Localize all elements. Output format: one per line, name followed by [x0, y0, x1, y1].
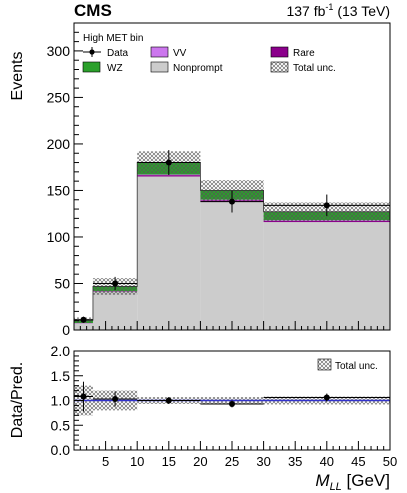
- ratio-x-ticks: 5 10 15 20 25 30 35 40 45 50: [79, 441, 397, 469]
- ratio-legend: Total unc.: [317, 358, 378, 372]
- y-tick-label: 50: [54, 275, 70, 291]
- ratio-y-tick-label: 2.0: [51, 343, 71, 359]
- ratio-point: [165, 397, 172, 404]
- ratio-point: [112, 396, 119, 403]
- bar-nonprompt: [74, 323, 93, 330]
- ratio-point: [80, 393, 87, 400]
- legend-item-data: Data: [83, 47, 129, 59]
- legend-label-nonprompt: Nonprompt: [173, 63, 223, 74]
- experiment-label: CMS: [74, 1, 112, 20]
- x-tick-label: 20: [193, 454, 207, 469]
- ratio-panel: 0.0 0.5 1.0 1.5 2.0 5 10 15 20 25 30 35 40 45 50 Data…: [9, 343, 397, 493]
- bar-nonprompt: [92, 291, 138, 330]
- lumi-label: 137 fb-1 (13 TeV): [286, 2, 390, 19]
- legend-item-nonprompt: Nonprompt: [150, 61, 223, 74]
- legend-item-wz: WZ: [82, 61, 123, 74]
- x-axis-title: MLL [GeV]: [315, 471, 390, 493]
- x-tick-label: 50: [383, 454, 397, 469]
- data-point: [80, 316, 87, 323]
- ratio-point: [229, 400, 235, 407]
- ratio-points: [74, 381, 390, 412]
- bar-rare: [263, 220, 390, 223]
- x-tick-label: 25: [225, 454, 239, 469]
- main-y-axis-title: Events: [9, 52, 26, 101]
- x-axis-title-subscript: LL: [330, 481, 342, 493]
- ratio-y-tick-label: 1.5: [51, 368, 71, 384]
- bar-nonprompt: [263, 222, 390, 330]
- y-tick-label: 100: [47, 229, 71, 245]
- legend-label-vv: VV: [173, 48, 187, 59]
- lumi-energy: (13 TeV): [337, 3, 390, 19]
- ratio-y-tick-label: 1.0: [51, 393, 71, 409]
- main-panel: 0 50 100 150 200 250 300 Events High MET bin D…: [9, 22, 391, 338]
- bar-nonprompt: [137, 176, 201, 330]
- data-points: [74, 150, 390, 323]
- y-tick-label: 200: [47, 136, 71, 152]
- bar-rare: [137, 175, 201, 177]
- main-y-ticks: 0 50 100 150 200 250 300: [47, 31, 83, 338]
- data-point: [165, 159, 172, 166]
- data-point: [112, 280, 119, 287]
- legend-item-rare: Rare: [270, 46, 315, 59]
- region-label: High MET bin: [83, 33, 143, 44]
- legend-label-rare: Rare: [293, 48, 315, 59]
- legend: High MET bin Data VV Rare WZ Nonpr: [82, 33, 336, 74]
- x-tick-label: 30: [256, 454, 270, 469]
- ratio-y-axis-title: Data/Pred.: [9, 362, 26, 438]
- x-tick-label: 40: [320, 454, 334, 469]
- legend-item-vv: VV: [150, 46, 187, 59]
- x-tick-label: 35: [288, 454, 302, 469]
- ratio-point: [323, 394, 330, 401]
- main-x-ticks: [79, 321, 385, 330]
- data-point: [229, 198, 235, 205]
- lumi-value: 137 fb: [286, 3, 325, 19]
- legend-label-wz: WZ: [107, 63, 123, 74]
- legend-label-total-unc: Total unc.: [293, 63, 336, 74]
- x-tick-label: 15: [162, 454, 176, 469]
- ratio-y-ticks: 0.0 0.5 1.0 1.5 2.0: [51, 343, 83, 458]
- legend-label-data: Data: [107, 48, 129, 59]
- x-tick-label: 10: [130, 454, 144, 469]
- y-tick-label: 250: [47, 89, 71, 105]
- x-axis-title-symbol: M: [315, 471, 330, 490]
- lumi-exponent: -1: [325, 2, 333, 12]
- bar-nonprompt: [200, 201, 264, 330]
- ratio-y-tick-label: 0.5: [51, 417, 71, 433]
- x-tick-label: 5: [102, 454, 109, 469]
- y-tick-label: 300: [47, 43, 71, 59]
- ratio-y-tick-label: 0.0: [51, 442, 71, 458]
- y-tick-label: 150: [47, 182, 71, 198]
- ratio-legend-label: Total unc.: [335, 361, 378, 372]
- data-point: [323, 202, 330, 209]
- x-tick-label: 45: [351, 454, 365, 469]
- y-tick-label: 0: [62, 322, 70, 338]
- legend-item-total-unc: Total unc.: [270, 61, 336, 74]
